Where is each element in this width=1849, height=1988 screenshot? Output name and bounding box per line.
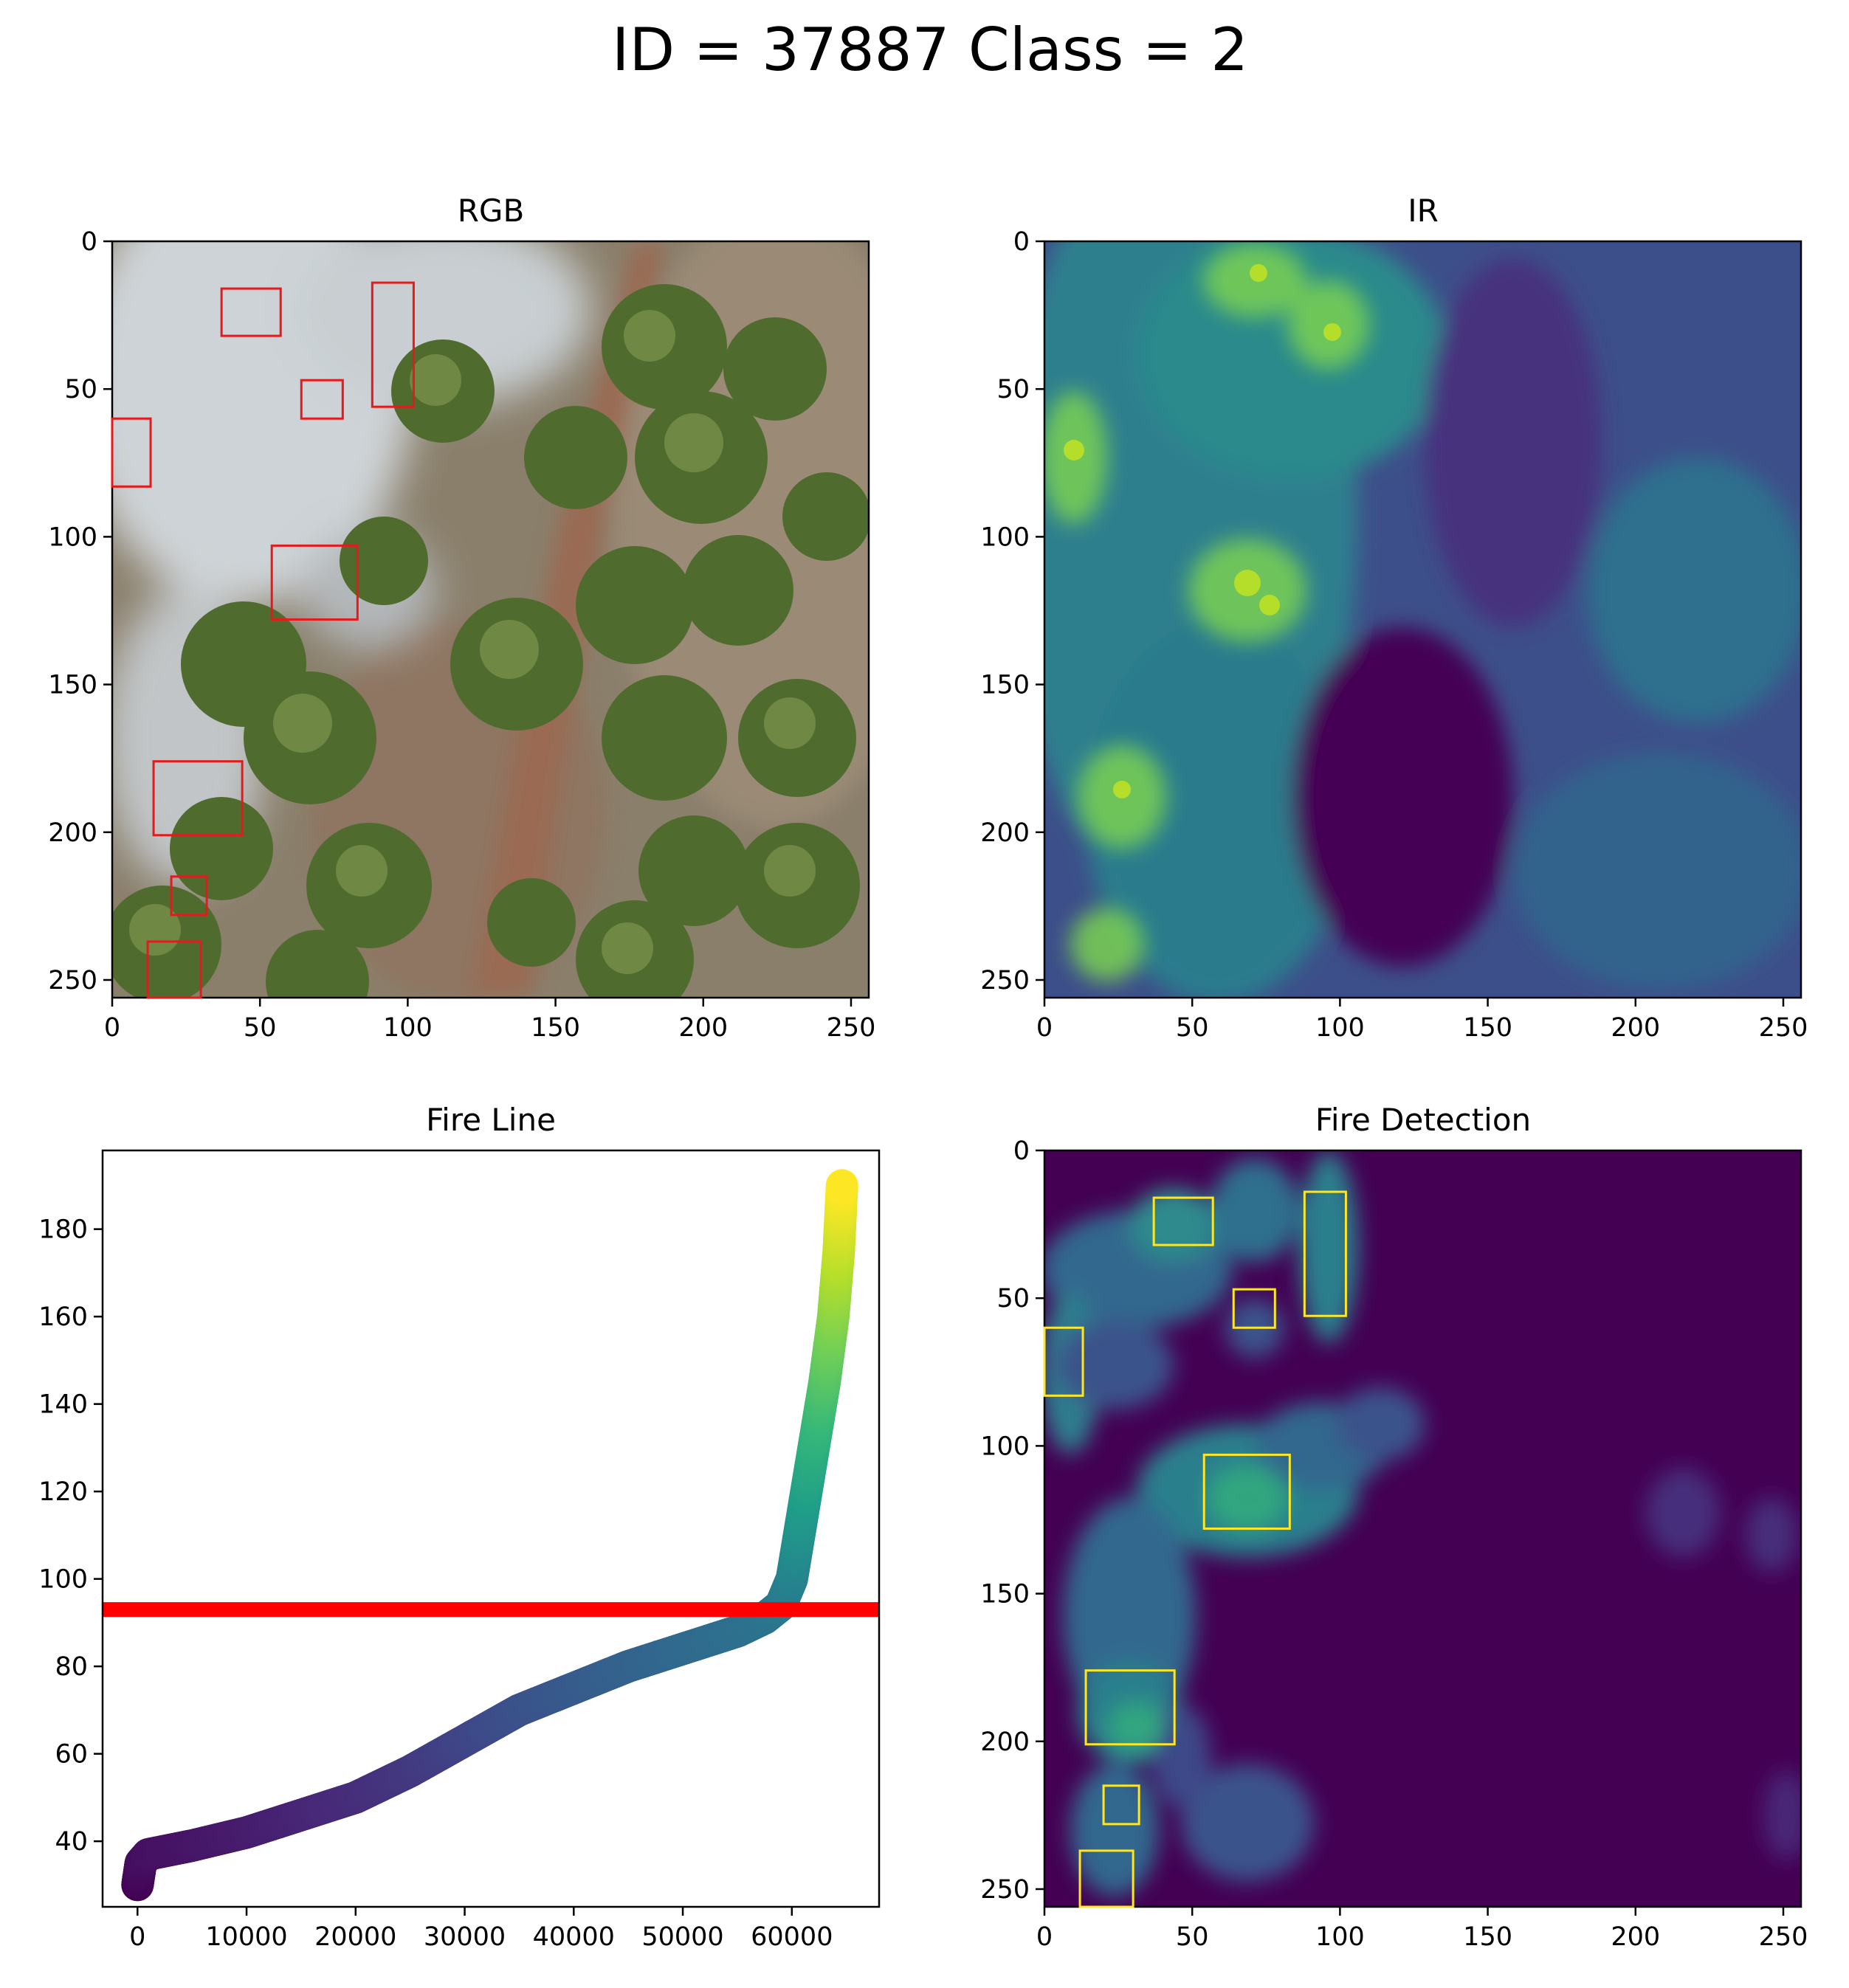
rgb-bounding-box [220, 287, 282, 337]
fire-line-y-tick-label: 60 [55, 1740, 88, 1770]
ir-y-tick-label: 250 [980, 966, 1030, 995]
ir-y-tick-label: 0 [1013, 227, 1030, 257]
ir-y-tick-label: 200 [980, 818, 1030, 848]
fire-line-y-tick-label: 180 [38, 1215, 88, 1245]
fire-line-y-tick-label: 100 [38, 1565, 88, 1595]
fire-detection-y-tick-label: 200 [980, 1728, 1030, 1757]
fire-line-axes: 0 10000 20000 30000 40000 50000 60000 40 60 80 100… [38, 1215, 833, 1952]
fire-line-x-tick-label: 0 [129, 1922, 145, 1952]
fire-detection-x-tick-label: 0 [1036, 1922, 1053, 1952]
fire-line-x-tick-label: 10000 [205, 1922, 287, 1952]
rgb-bounding-box [170, 875, 208, 917]
fire-line-x-tick-label: 40000 [533, 1922, 615, 1952]
rgb-bounding-box [146, 940, 202, 999]
fire-detection-bounding-box [1232, 1288, 1276, 1329]
rgb-y-tick-label: 50 [64, 375, 97, 404]
ir-y-tick-label: 50 [996, 375, 1030, 404]
ir-x-tick-label: 100 [1315, 1013, 1365, 1043]
fire-line-x-tick-label: 60000 [751, 1922, 833, 1952]
ir-y-tick-label: 150 [980, 671, 1030, 700]
fire-detection-bounding-box [1152, 1196, 1214, 1246]
rgb-x-tick-label: 150 [531, 1013, 580, 1043]
ir-x-tick-label: 250 [1759, 1013, 1808, 1043]
fire-detection-bounding-box [1078, 1849, 1134, 1908]
fire-detection-y-tick-label: 250 [980, 1875, 1030, 1905]
fire-detection-y-tick-label: 50 [996, 1284, 1030, 1314]
rgb-bounding-box [300, 379, 344, 420]
ir-panel: IR [980, 193, 1808, 1043]
fire-detection-bounding-box [1084, 1669, 1176, 1746]
ir-x-tick-label: 50 [1176, 1013, 1209, 1043]
rgb-x-tick-label: 50 [244, 1013, 277, 1043]
fire-line-y-tick-label: 140 [38, 1390, 88, 1420]
figure-title: ID = 37887 Class = 2 [612, 15, 1248, 84]
fire-line-y-tick-label: 120 [38, 1477, 88, 1507]
ir-y-tick-label: 100 [980, 522, 1030, 552]
rgb-image [112, 241, 869, 998]
ir-panel-title: IR [1408, 193, 1439, 229]
rgb-bounding-box [371, 281, 415, 408]
rgb-y-tick-label: 0 [81, 227, 97, 257]
rgb-x-tick-label: 200 [678, 1013, 728, 1043]
fire-detection-bounding-box [1303, 1190, 1347, 1317]
rgb-y-tick-label: 200 [48, 818, 97, 848]
rgb-bounding-box [270, 544, 359, 621]
fire-detection-x-tick-label: 100 [1315, 1922, 1365, 1952]
fire-detection-bounding-box [1102, 1784, 1140, 1826]
fire-detection-image [1044, 1150, 1801, 1907]
fire-line-panel: Fire Line 0 10000 20000 30000 40000 50000 6000… [38, 1102, 881, 1952]
fire-detection-bounding-box [1043, 1326, 1084, 1397]
fire-line-x-tick-label: 20000 [314, 1922, 396, 1952]
rgb-x-tick-label: 100 [383, 1013, 433, 1043]
rgb-y-tick-label: 250 [48, 966, 97, 995]
rgb-y-tick-label: 100 [48, 522, 97, 552]
fire-detection-y-tick-label: 100 [980, 1432, 1030, 1461]
rgb-panel-title: RGB [458, 193, 525, 229]
fire-line-x-tick-label: 30000 [424, 1922, 506, 1952]
fire-detection-boxes [1043, 1190, 1347, 1908]
fire-line-points [121, 1169, 858, 1902]
ir-x-tick-label: 200 [1611, 1013, 1660, 1043]
fire-detection-y-tick-label: 0 [1013, 1136, 1030, 1166]
fire-detection-x-tick-label: 250 [1759, 1922, 1808, 1952]
ir-x-tick-label: 0 [1036, 1013, 1053, 1043]
ir-image [1044, 241, 1801, 998]
fire-line-x-tick-label: 50000 [641, 1922, 723, 1952]
fire-detection-x-tick-label: 50 [1176, 1922, 1209, 1952]
fire-line-y-tick-label: 40 [55, 1827, 88, 1857]
fire-line-panel-title: Fire Line [426, 1102, 556, 1138]
fire-detection-x-tick-label: 200 [1611, 1922, 1660, 1952]
rgb-bounding-box [111, 417, 152, 488]
fire-line-point [825, 1169, 858, 1202]
rgb-y-tick-label: 150 [48, 671, 97, 700]
rgb-bounding-box [152, 760, 244, 837]
rgb-detection-boxes [111, 281, 415, 999]
fire-detection-x-tick-label: 150 [1463, 1922, 1512, 1952]
rgb-x-tick-label: 250 [827, 1013, 876, 1043]
fire-line-y-tick-label: 160 [38, 1302, 88, 1332]
rgb-x-tick-label: 0 [104, 1013, 120, 1043]
fire-line-y-tick-label: 80 [55, 1652, 88, 1682]
ir-x-tick-label: 150 [1463, 1013, 1512, 1043]
fire-detection-panel: Fire Detection [980, 1102, 1808, 1952]
rgb-panel: RGB [48, 193, 875, 1043]
fire-detection-panel-title: Fire Detection [1315, 1102, 1531, 1138]
fire-detection-bounding-box [1202, 1453, 1291, 1530]
fire-detection-y-tick-label: 150 [980, 1580, 1030, 1609]
